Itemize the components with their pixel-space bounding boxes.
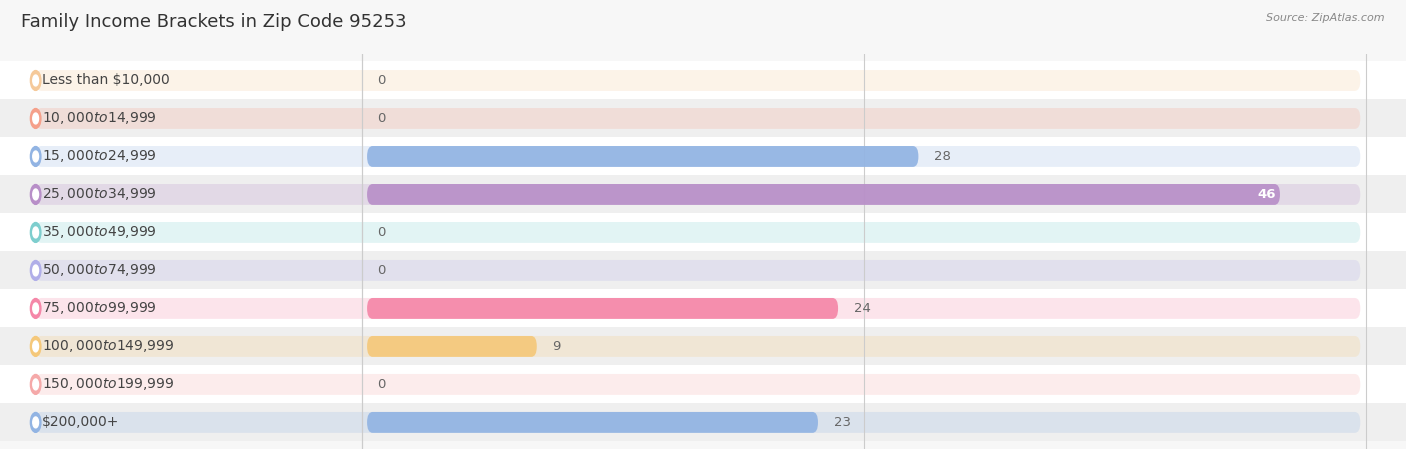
Text: 23: 23 — [834, 416, 851, 429]
Bar — [0, 62, 1406, 100]
Bar — [0, 137, 1406, 176]
Circle shape — [31, 336, 41, 357]
Circle shape — [31, 185, 41, 204]
Text: 0: 0 — [378, 226, 387, 239]
Text: Source: ZipAtlas.com: Source: ZipAtlas.com — [1267, 13, 1385, 23]
Circle shape — [32, 417, 38, 428]
Bar — [0, 327, 1406, 365]
Text: 0: 0 — [378, 264, 387, 277]
FancyBboxPatch shape — [367, 184, 1279, 205]
FancyBboxPatch shape — [35, 70, 1360, 91]
FancyBboxPatch shape — [35, 298, 1360, 319]
Text: 24: 24 — [853, 302, 870, 315]
Text: $15,000 to $24,999: $15,000 to $24,999 — [42, 149, 157, 164]
FancyBboxPatch shape — [35, 412, 1360, 433]
FancyBboxPatch shape — [35, 222, 1360, 243]
Bar — [0, 100, 1406, 137]
FancyBboxPatch shape — [35, 260, 1360, 281]
Text: 9: 9 — [553, 340, 561, 353]
Circle shape — [31, 413, 41, 432]
FancyBboxPatch shape — [35, 108, 1360, 129]
Circle shape — [31, 109, 41, 128]
FancyBboxPatch shape — [367, 146, 918, 167]
Text: Family Income Brackets in Zip Code 95253: Family Income Brackets in Zip Code 95253 — [21, 13, 406, 31]
Bar — [0, 176, 1406, 213]
FancyBboxPatch shape — [35, 336, 1360, 357]
Text: $200,000+: $200,000+ — [42, 415, 120, 429]
Circle shape — [32, 303, 38, 314]
Text: $10,000 to $14,999: $10,000 to $14,999 — [42, 110, 157, 127]
FancyBboxPatch shape — [367, 298, 838, 319]
Circle shape — [31, 260, 41, 280]
Text: Less than $10,000: Less than $10,000 — [42, 74, 170, 88]
Circle shape — [31, 374, 41, 394]
Circle shape — [32, 265, 38, 276]
Text: $35,000 to $49,999: $35,000 to $49,999 — [42, 224, 157, 241]
Text: $75,000 to $99,999: $75,000 to $99,999 — [42, 300, 157, 317]
Circle shape — [32, 75, 38, 86]
Circle shape — [32, 151, 38, 162]
Circle shape — [32, 227, 38, 238]
Bar — [0, 251, 1406, 290]
FancyBboxPatch shape — [35, 184, 1360, 205]
FancyBboxPatch shape — [35, 146, 1360, 167]
Circle shape — [32, 379, 38, 390]
Text: $25,000 to $34,999: $25,000 to $34,999 — [42, 186, 157, 202]
Circle shape — [31, 223, 41, 242]
Text: 46: 46 — [1257, 188, 1275, 201]
Text: 0: 0 — [378, 74, 387, 87]
Text: $100,000 to $149,999: $100,000 to $149,999 — [42, 339, 174, 354]
Text: $50,000 to $74,999: $50,000 to $74,999 — [42, 262, 157, 278]
Circle shape — [31, 299, 41, 318]
Circle shape — [31, 146, 41, 167]
FancyBboxPatch shape — [367, 412, 818, 433]
Bar — [0, 403, 1406, 441]
Circle shape — [32, 341, 38, 352]
Bar — [0, 213, 1406, 251]
FancyBboxPatch shape — [35, 374, 1360, 395]
Text: 0: 0 — [378, 112, 387, 125]
Text: 28: 28 — [934, 150, 950, 163]
Text: $150,000 to $199,999: $150,000 to $199,999 — [42, 376, 174, 392]
Bar — [0, 365, 1406, 403]
FancyBboxPatch shape — [367, 336, 537, 357]
Circle shape — [31, 70, 41, 90]
Circle shape — [32, 113, 38, 124]
Circle shape — [32, 189, 38, 200]
Text: 0: 0 — [378, 378, 387, 391]
Bar — [0, 290, 1406, 327]
